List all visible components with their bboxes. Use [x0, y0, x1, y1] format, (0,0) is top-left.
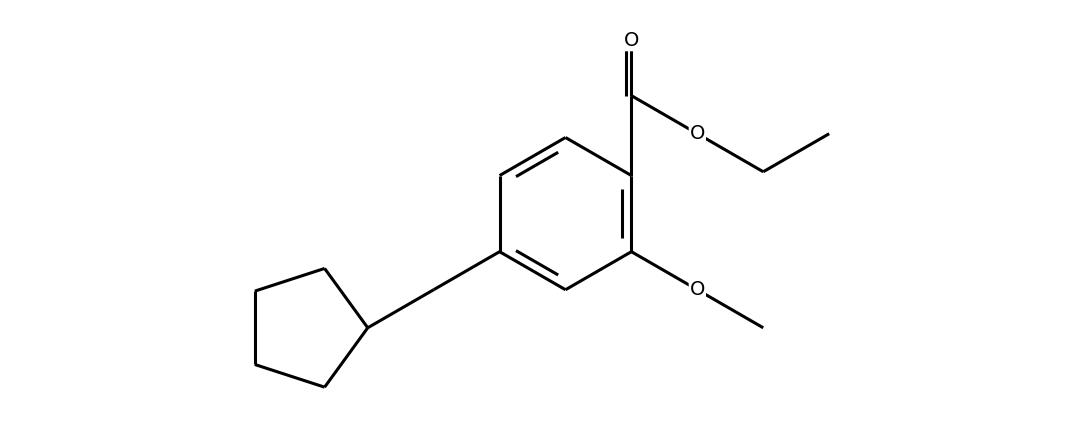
- Text: O: O: [689, 124, 705, 143]
- Text: O: O: [623, 31, 640, 51]
- Text: O: O: [689, 280, 705, 299]
